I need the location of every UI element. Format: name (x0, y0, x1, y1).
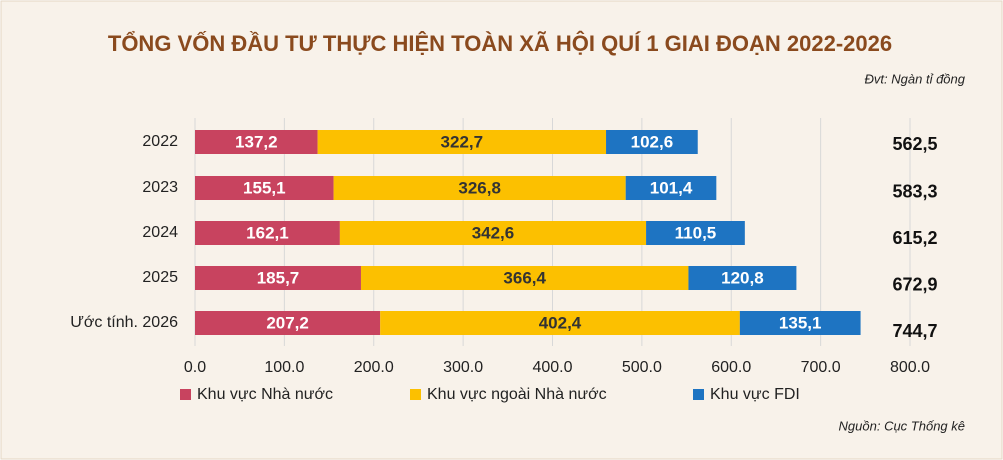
total-label: 583,3 (892, 181, 937, 201)
total-label: 672,9 (892, 274, 937, 294)
bar-segment (606, 130, 698, 154)
legend-label: Khu vực ngoài Nhà nước (427, 386, 607, 403)
x-tick-label: 100.0 (264, 359, 304, 376)
unit-note: Đvt: Ngàn tỉ đồng (865, 71, 966, 86)
data-label: 342,6 (472, 223, 515, 242)
bar-segment (333, 176, 626, 200)
source-note: Nguồn: Cục Thống kê (839, 418, 965, 433)
x-tick-label: 0.0 (184, 359, 206, 376)
bar-segment (339, 221, 647, 245)
total-label: 615,2 (892, 228, 937, 248)
x-tick-label: 800.0 (890, 359, 930, 376)
x-tick-label: 400.0 (532, 359, 572, 376)
data-label: 322,7 (441, 132, 484, 151)
bar-segment (380, 311, 740, 335)
bar-segment (360, 266, 689, 290)
bar-segment (195, 266, 361, 290)
data-label: 110,5 (675, 223, 717, 242)
data-label: 101,4 (650, 178, 693, 197)
bar-segment (739, 311, 861, 335)
data-label: 162,1 (246, 223, 289, 242)
total-label: 562,5 (892, 134, 937, 154)
data-label: 402,4 (539, 313, 582, 332)
y-tick-label: 2025 (142, 269, 178, 286)
y-tick-label: Ước tính. 2026 (70, 314, 178, 331)
bar-segment (195, 130, 318, 154)
bar-segment (317, 130, 607, 154)
data-label: 366,4 (503, 268, 546, 287)
bar-segment (625, 176, 717, 200)
y-tick-label: 2022 (142, 133, 178, 150)
bar-segment (646, 221, 745, 245)
legend-swatch (693, 389, 704, 400)
legend-label: Khu vực FDI (710, 386, 800, 403)
y-tick-label: 2024 (142, 224, 178, 241)
data-label: 102,6 (631, 132, 674, 151)
data-label: 137,2 (235, 132, 278, 151)
total-label: 744,7 (892, 321, 937, 341)
chart-title: TỔNG VỐN ĐẦU TƯ THỰC HIỆN TOÀN XÃ HỘI QU… (108, 30, 892, 56)
bar-segment (195, 311, 381, 335)
data-label: 326,8 (458, 178, 501, 197)
data-label: 207,2 (266, 313, 309, 332)
legend-swatch (180, 389, 191, 400)
data-label: 155,1 (243, 178, 286, 197)
bar-segment (195, 221, 340, 245)
x-tick-label: 300.0 (443, 359, 483, 376)
x-tick-label: 200.0 (354, 359, 394, 376)
bar-segment (688, 266, 797, 290)
bar-segment (195, 176, 334, 200)
data-label: 185,7 (257, 268, 300, 287)
x-tick-label: 700.0 (801, 359, 841, 376)
data-label: 135,1 (779, 313, 822, 332)
legend-label: Khu vực Nhà nước (197, 386, 333, 403)
data-label: 120,8 (721, 268, 764, 287)
x-tick-label: 600.0 (711, 359, 751, 376)
x-tick-label: 500.0 (622, 359, 662, 376)
legend-swatch (410, 389, 421, 400)
y-tick-label: 2023 (142, 179, 178, 196)
